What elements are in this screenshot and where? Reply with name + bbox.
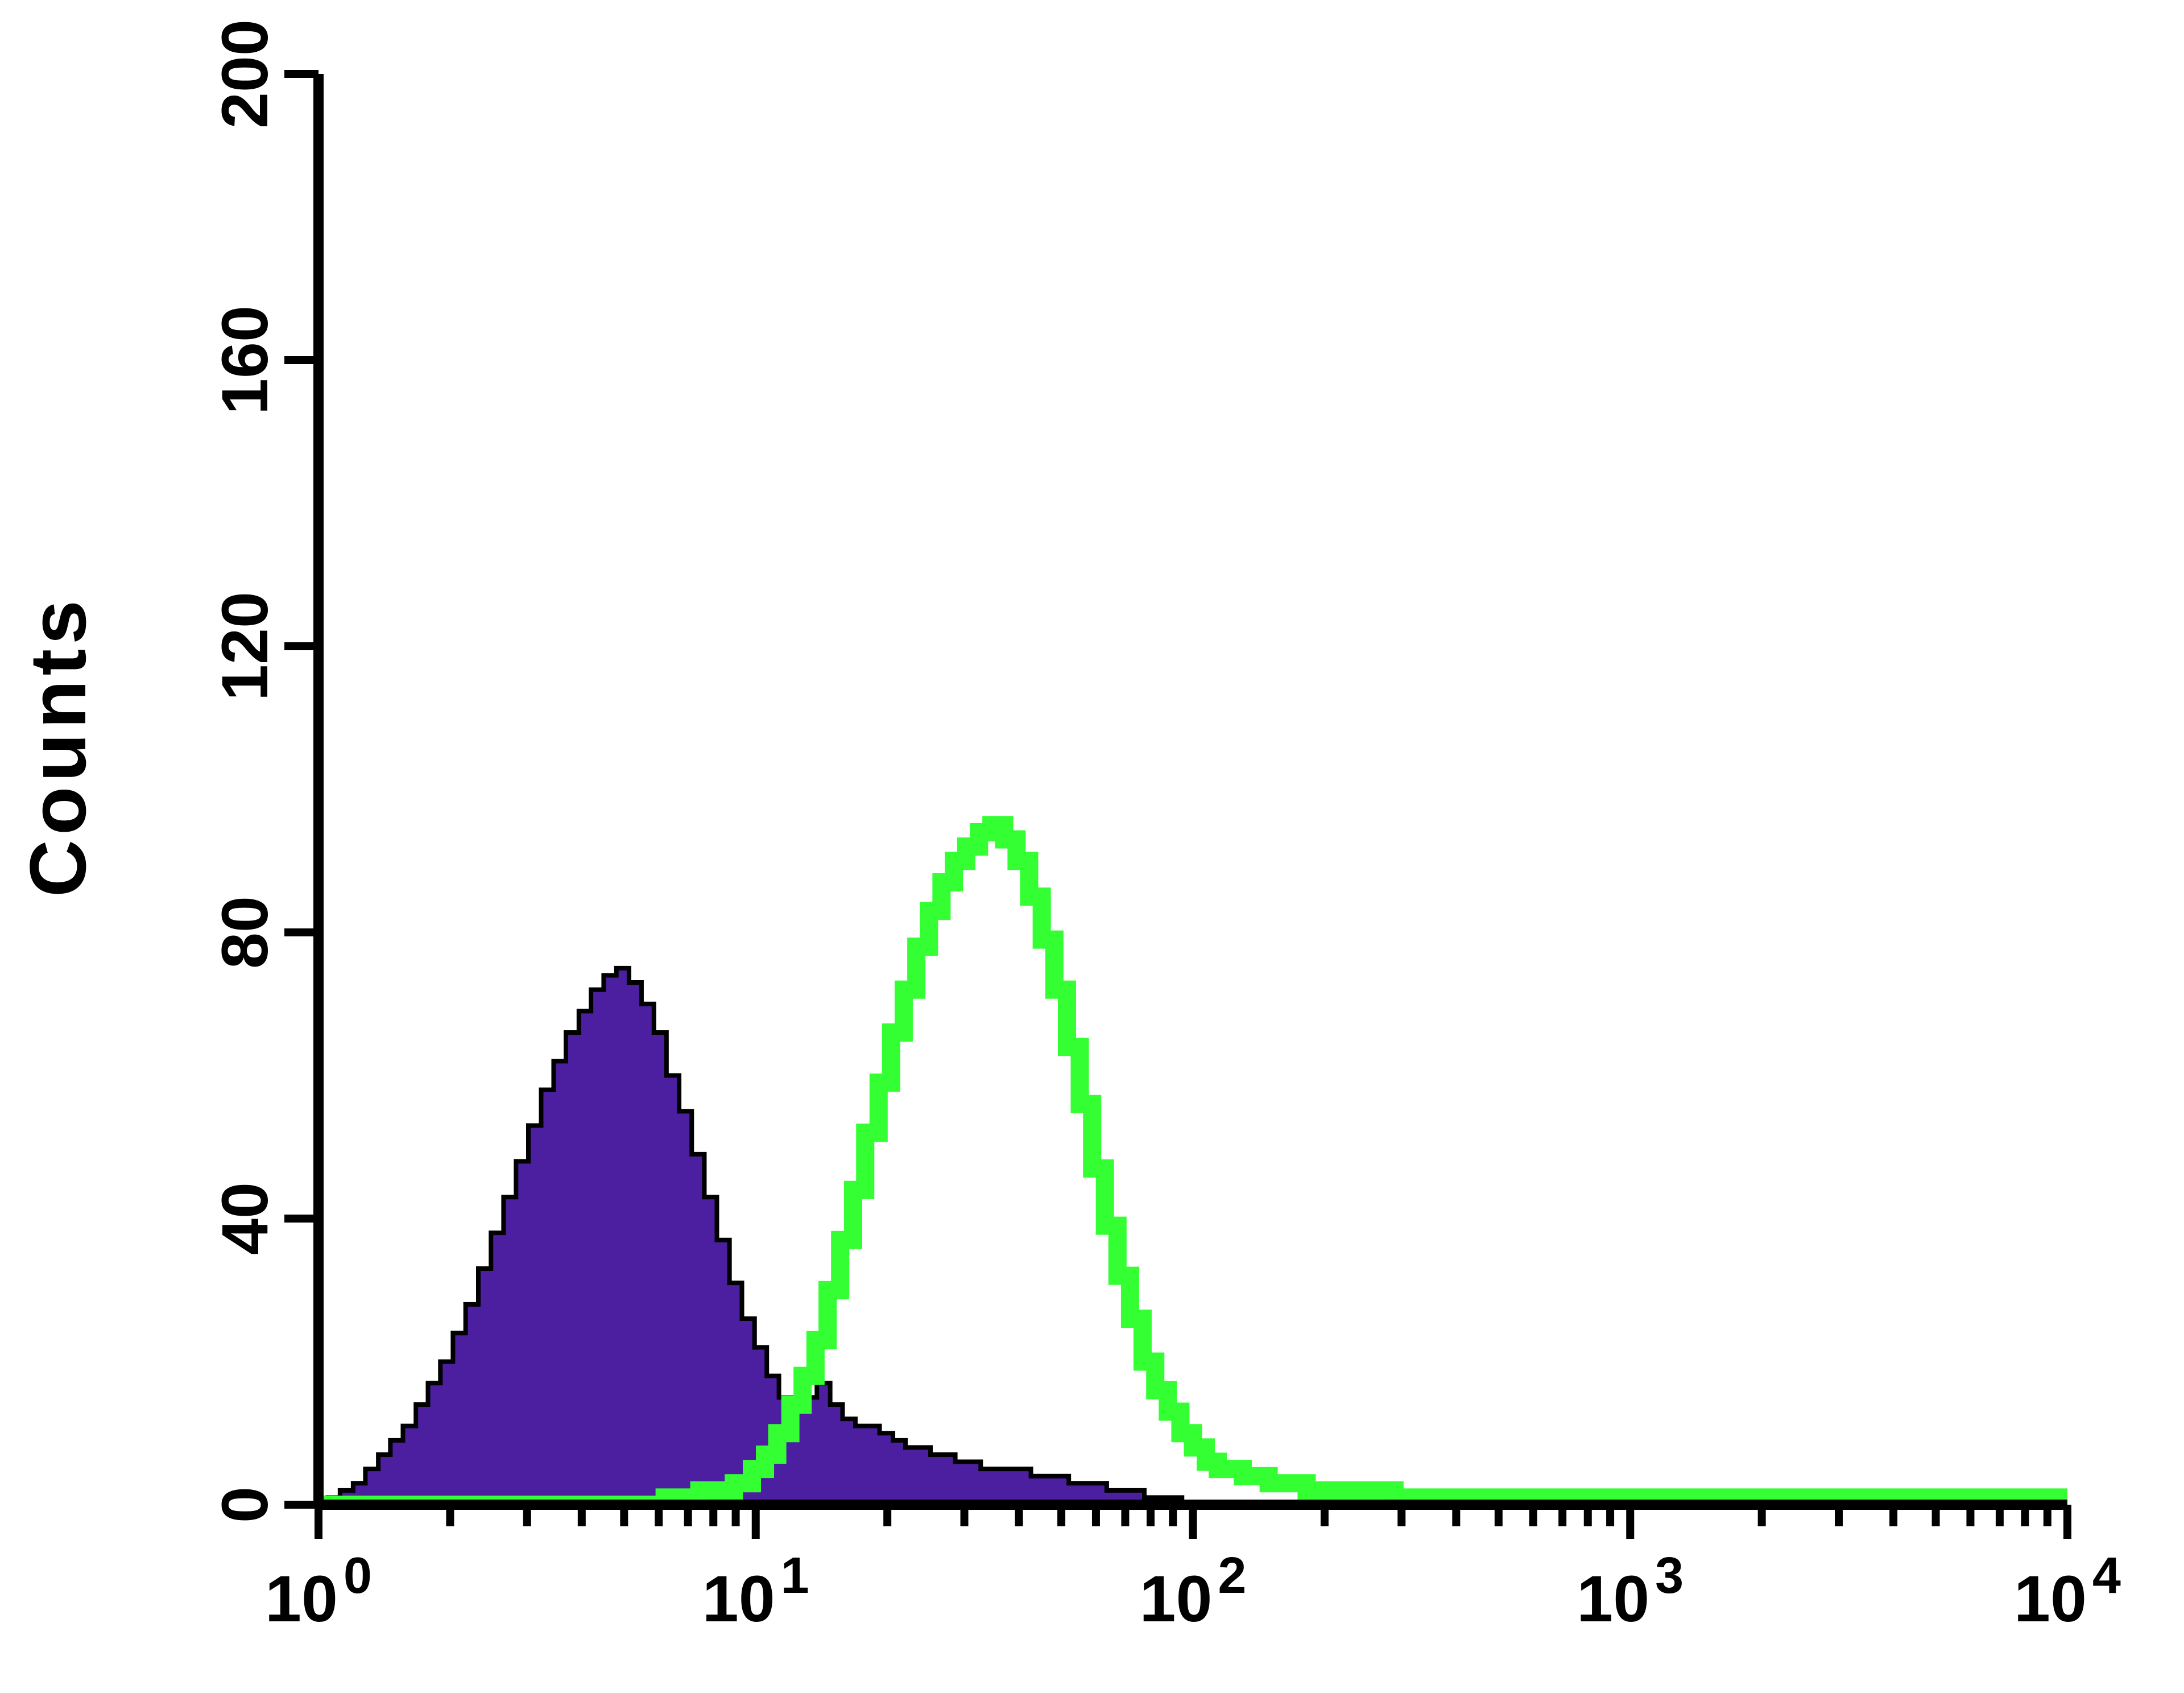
chart-svg: 04080120160200100101102103104Counts xyxy=(0,0,2184,1693)
y-axis-label: Counts xyxy=(13,596,102,897)
y-tick-label: 120 xyxy=(209,592,282,701)
y-tick-label: 200 xyxy=(209,19,282,129)
y-tick-label: 40 xyxy=(209,1182,282,1255)
y-tick-label: 160 xyxy=(209,305,282,415)
y-tick-label: 0 xyxy=(209,1486,282,1523)
y-tick-label: 80 xyxy=(209,896,282,969)
flow-cytometry-histogram: 04080120160200100101102103104Counts xyxy=(0,0,2184,1693)
